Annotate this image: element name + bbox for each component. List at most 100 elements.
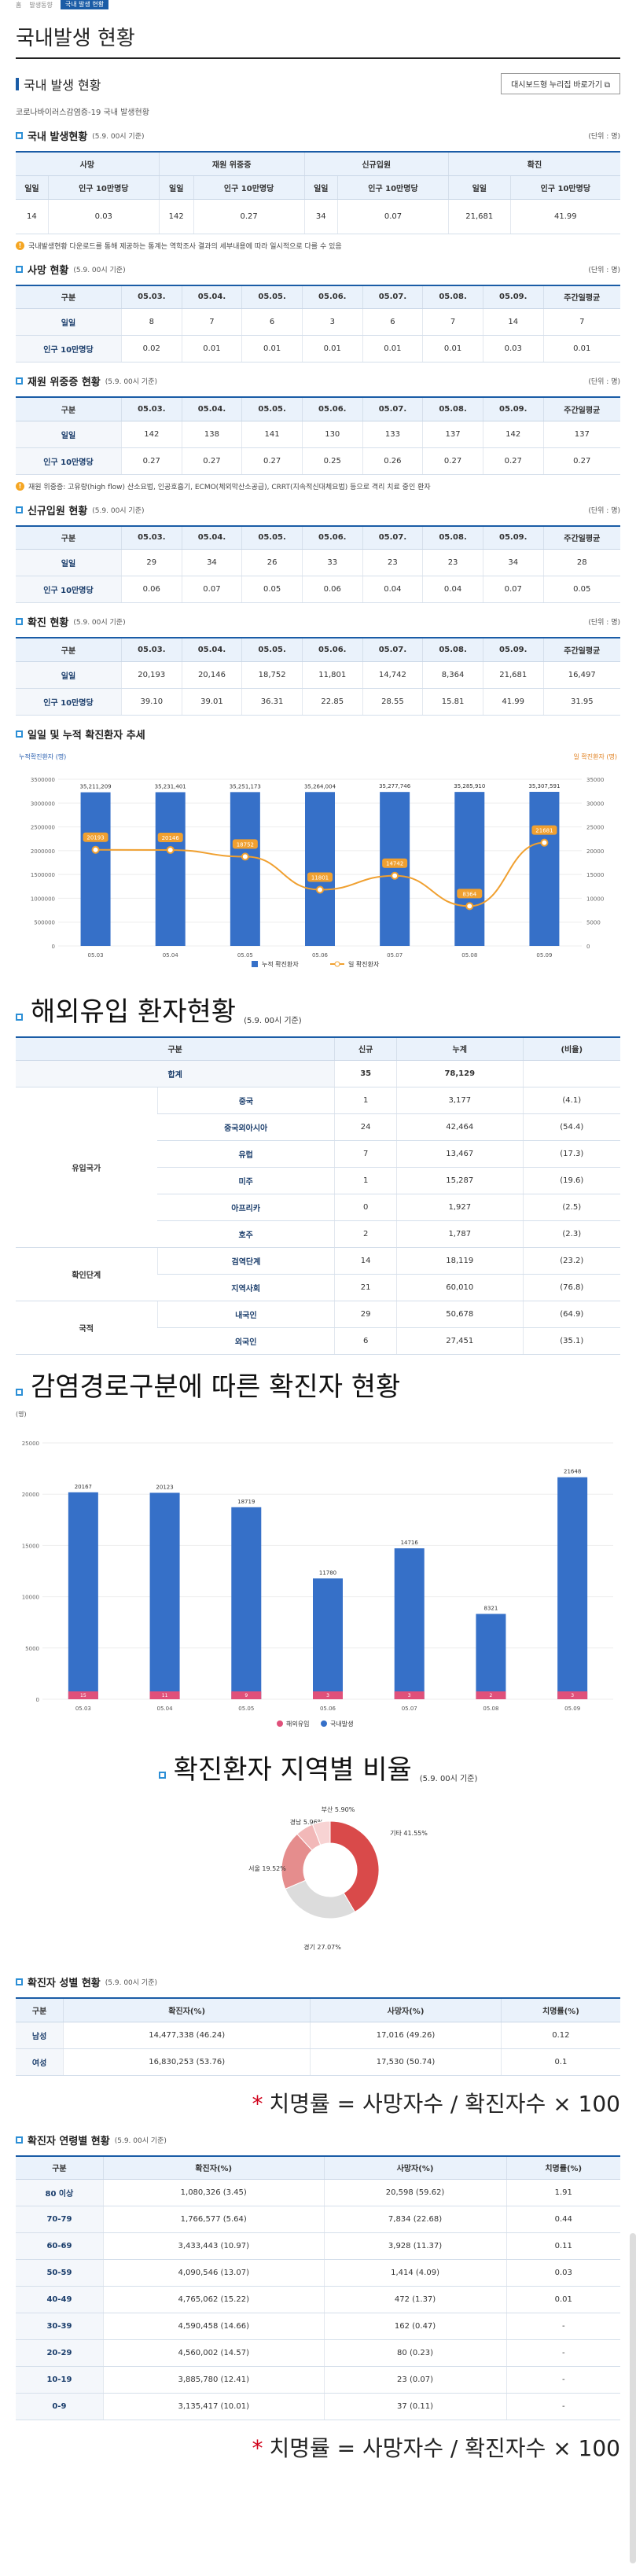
row-label: 일일 (16, 421, 122, 448)
left-tick-label: 3500000 (31, 777, 55, 783)
table-cell: 외국인 (157, 1327, 335, 1355)
region-slice (285, 1879, 356, 1919)
square-bullet-icon (16, 132, 23, 139)
column-header: 05.09. (482, 638, 544, 662)
table-cell: 1,927 (396, 1194, 524, 1221)
table-cell: 남성 (16, 2022, 64, 2049)
table-cell: 40-49 (16, 2286, 104, 2313)
table-cell: 0.27 (542, 447, 620, 475)
x-tick-label: 05.06 (312, 952, 329, 959)
table-cell: 4,765,062 (15.22) (102, 2286, 325, 2313)
domestic-label: 21648 (564, 1469, 581, 1475)
table-row: 미주 1 15,287 (19.6) (16, 1167, 620, 1194)
admitted-title: 신규입원 현황 (5.9. 00시 기준) (16, 502, 145, 517)
group-label: 유입국가 (16, 1087, 157, 1248)
table-cell: 162 (0.47) (323, 2313, 506, 2340)
table-cell: 0.07 (482, 576, 544, 603)
table-row: 인구 10만명당 0.02 0.01 0.01 0.01 0.01 0.01 0.03 0.01 (16, 335, 620, 362)
imported-bar (313, 1691, 343, 1699)
table-cell: 50-59 (16, 2259, 104, 2287)
table-row: 여성 16,830,253 (53.76) 17,530 (50.74) 0.1 (16, 2048, 620, 2076)
imported-bar (68, 1691, 98, 1699)
cumulative-label: 35,231,401 (155, 783, 186, 789)
column-header: 사망자(%) (310, 1998, 502, 2022)
confirmed-title: 확진 현황 (5.9. 00시 기준) (16, 614, 126, 629)
table-cell: (2.5) (522, 1194, 620, 1221)
current-status-table: 사망 재원 위중증 신규입원 확진 일일 인구 10만명당 일일 인구 10만명당 … (16, 151, 620, 234)
cumulative-bar (80, 792, 111, 946)
column-header: 05.03. (120, 638, 182, 662)
scrollbar[interactable] (630, 2233, 636, 2563)
domestic-label: 20167 (75, 1484, 92, 1490)
table-cell: 39.01 (181, 688, 242, 716)
row-label: 인구 10만명당 (16, 688, 122, 716)
table-cell: 0.25 (301, 447, 363, 475)
table-cell: 24 (334, 1113, 397, 1141)
age-title: 확진자 연령별 현황 (5.9. 00시 기준) (16, 2133, 167, 2147)
table-cell: 1.91 (505, 2179, 620, 2206)
table-cell: 0.05 (241, 576, 303, 603)
table-cell: (76.8) (522, 1274, 620, 1301)
table-cell: 33 (301, 549, 363, 576)
table-cell: 14,477,338 (46.24) (63, 2022, 311, 2049)
region-slice (311, 1820, 331, 1846)
table-cell: 0.11 (505, 2232, 620, 2260)
table-cell: 중국외아시아 (157, 1113, 335, 1141)
column-header: 05.05. (241, 638, 303, 662)
table-cell: 3,433,443 (10.97) (102, 2232, 325, 2260)
table-cell: 6 (241, 308, 303, 336)
column-header: 05.09. (482, 397, 544, 421)
source-text: 코로나바이러스감염증-19 국내 발생현황 (16, 109, 149, 117)
dashboard-link-button[interactable]: 대시보드형 누리집 바로가기 ⧉ (501, 73, 620, 94)
table-row: 일일 29 34 26 33 23 23 34 28 (16, 549, 620, 576)
group-label: 국적 (16, 1301, 157, 1355)
table-cell: 0.01 (422, 335, 483, 362)
table-row: 인구 10만명당 0.06 0.07 0.05 0.06 0.04 0.04 0.07 0.05 (16, 576, 620, 603)
cumulative-bar (529, 791, 560, 946)
legend-label: 해외유입 (286, 1720, 309, 1728)
column-header: 구분 (16, 638, 122, 662)
table-row: 유럽 7 13,467 (17.3) (16, 1140, 620, 1168)
table-cell: 0.07 (181, 576, 242, 603)
y-tick-label: 5000 (25, 1646, 39, 1652)
table-row: 80 이상 1,080,326 (3.45) 20,598 (59.62) 1.91 (16, 2179, 620, 2206)
table-cell: 16,497 (542, 661, 620, 689)
y-tick-label: 25000 (22, 1441, 39, 1447)
column-header: 구분 (16, 2155, 104, 2180)
table-cell: 7,834 (22.68) (323, 2206, 506, 2233)
x-tick-label: 05.05 (238, 1706, 254, 1712)
column-header: 05.09. (482, 285, 544, 309)
table-cell: 472 (1.37) (323, 2286, 506, 2313)
table-cell: 0.04 (362, 576, 423, 603)
imported-label: 11 (162, 1693, 168, 1698)
table-cell: 3 (301, 308, 363, 336)
table-cell: - (505, 2339, 620, 2367)
table-cell: 39.10 (120, 688, 182, 716)
daily-label-bg (457, 888, 483, 898)
left-tick-label: 3000000 (31, 800, 55, 807)
daily-label: 21681 (535, 827, 553, 834)
region-chart: 기타 41.55% 경기 27.07% 서울 19.52% 경남 5.96% 부산 5.… (248, 1805, 428, 1951)
column-header: 05.07. (362, 397, 423, 421)
table-cell: 1,414 (4.09) (323, 2259, 506, 2287)
column-header: 05.08. (422, 638, 483, 662)
legend-swatch (252, 960, 258, 967)
x-tick-label: 05.07 (387, 952, 403, 959)
table-cell: (64.9) (522, 1301, 620, 1328)
table-cell: 41.99 (482, 688, 544, 716)
table-cell: 0.02 (120, 335, 182, 362)
row-label: 인구 10만명당 (16, 576, 122, 603)
table-cell: 1,080,326 (3.45) (102, 2179, 325, 2206)
table-cell: (4.1) (522, 1087, 620, 1114)
table-cell: 20,193 (120, 661, 182, 689)
table-cell: 11,801 (301, 661, 363, 689)
table-row: 40-49 4,765,062 (15.22) 472 (1.37) 0.01 (16, 2286, 620, 2313)
column-header: 05.09. (482, 525, 544, 550)
breadcrumb-item[interactable]: 발생동향 (29, 1, 53, 9)
table-cell: 23 (0.07) (323, 2366, 506, 2394)
left-axis-label: 누적확진환자 (명) (19, 753, 66, 760)
confirmed-table: 구분 05.03. 05.04. 05.05. 05.06. 05.07. 05.08. 05… (16, 637, 620, 716)
table-cell: 8 (120, 308, 182, 336)
home-link[interactable]: 홈 (16, 1, 22, 9)
column-header: 05.06. (301, 285, 363, 309)
